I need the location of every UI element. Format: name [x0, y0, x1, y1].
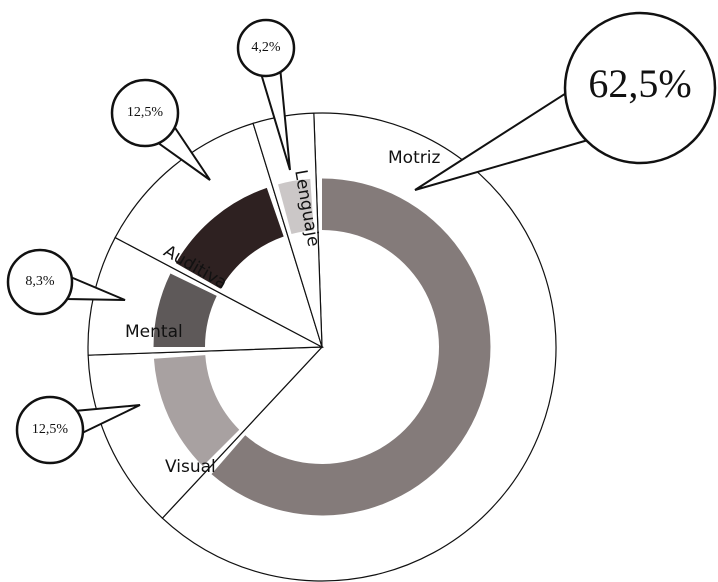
- value-label: 8,3%: [25, 274, 55, 289]
- category-label: Motriz: [388, 148, 440, 168]
- value-label: 62,5%: [588, 61, 691, 106]
- value-label: 12,5%: [32, 422, 69, 437]
- chart: MotrizVisualMentalAuditivaLenguaje62,5%1…: [0, 0, 718, 582]
- category-label: Mental: [125, 322, 183, 342]
- callout-pointer: [415, 94, 586, 190]
- value-label: 4,2%: [251, 40, 281, 55]
- value-label: 12,5%: [127, 105, 164, 120]
- category-label: Visual: [165, 457, 216, 477]
